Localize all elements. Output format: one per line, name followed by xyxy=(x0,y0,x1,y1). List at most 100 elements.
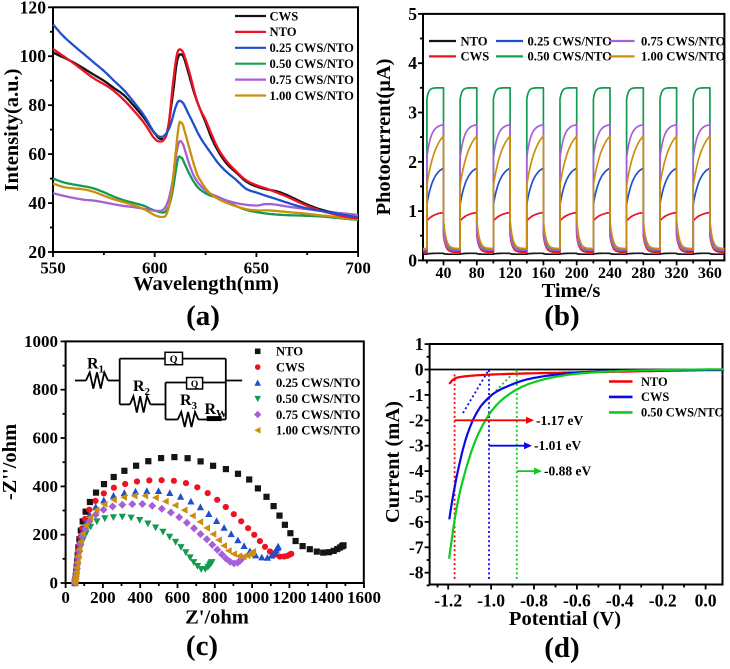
svg-text:200: 200 xyxy=(565,265,589,282)
svg-text:0: 0 xyxy=(415,360,424,380)
svg-text:800: 800 xyxy=(202,588,228,607)
svg-text:-2: -2 xyxy=(409,410,424,430)
svg-text:R: R xyxy=(87,356,99,373)
svg-text:Time/s: Time/s xyxy=(542,280,601,302)
svg-text:80: 80 xyxy=(28,95,46,115)
svg-text:-8: -8 xyxy=(409,563,424,583)
svg-text:0.50 CWS/NTO: 0.50 CWS/NTO xyxy=(276,392,361,406)
svg-text:0.25 CWS/NTO: 0.25 CWS/NTO xyxy=(276,376,361,390)
svg-text:550: 550 xyxy=(40,259,66,278)
svg-text:0.25 CWS/NTO: 0.25 CWS/NTO xyxy=(528,34,613,48)
svg-text:CWS: CWS xyxy=(461,50,490,64)
svg-text:-4: -4 xyxy=(409,461,424,481)
svg-text:120: 120 xyxy=(498,265,522,282)
svg-text:-0.6: -0.6 xyxy=(563,591,591,611)
svg-text:700: 700 xyxy=(345,259,371,278)
svg-text:120: 120 xyxy=(20,0,47,17)
svg-text:R: R xyxy=(180,392,192,409)
svg-text:0: 0 xyxy=(61,588,70,607)
svg-text:Wavelength(nm): Wavelength(nm) xyxy=(133,273,279,295)
svg-text:3: 3 xyxy=(192,400,198,412)
svg-text:3: 3 xyxy=(408,103,417,123)
svg-text:Q: Q xyxy=(170,354,178,365)
svg-text:(c): (c) xyxy=(186,630,218,662)
svg-text:1: 1 xyxy=(99,364,105,376)
svg-text:0: 0 xyxy=(408,250,417,270)
svg-text:2: 2 xyxy=(145,386,151,398)
svg-text:320: 320 xyxy=(665,265,689,282)
svg-text:60: 60 xyxy=(28,144,46,164)
svg-text:40: 40 xyxy=(28,193,46,213)
svg-text:0.50 CWS/NTO: 0.50 CWS/NTO xyxy=(641,406,724,420)
svg-text:0.0: 0.0 xyxy=(695,591,717,611)
svg-text:600: 600 xyxy=(165,588,191,607)
svg-text:1.00 CWS/NTO: 1.00 CWS/NTO xyxy=(641,50,726,64)
svg-text:(a): (a) xyxy=(186,300,220,332)
svg-text:0.50 CWS/NTO: 0.50 CWS/NTO xyxy=(270,57,355,71)
svg-text:NTO: NTO xyxy=(270,25,297,39)
svg-text:Intensity(a.u.): Intensity(a.u.) xyxy=(1,68,23,191)
svg-text:1000: 1000 xyxy=(24,332,58,351)
svg-text:NTO: NTO xyxy=(461,34,488,48)
svg-text:1: 1 xyxy=(415,334,424,354)
svg-text:CWS: CWS xyxy=(270,9,299,23)
svg-text:-0.2: -0.2 xyxy=(649,591,677,611)
svg-text:200: 200 xyxy=(90,588,116,607)
svg-text:1: 1 xyxy=(408,201,417,221)
svg-text:-5: -5 xyxy=(409,487,424,507)
svg-text:Current (mA): Current (mA) xyxy=(382,401,404,523)
svg-text:1000: 1000 xyxy=(235,588,269,607)
svg-text:-0.8: -0.8 xyxy=(520,591,548,611)
svg-text:W: W xyxy=(216,408,227,420)
svg-text:240: 240 xyxy=(598,265,622,282)
svg-text:-0.88 eV: -0.88 eV xyxy=(544,464,591,479)
svg-text:0.75 CWS/NTO: 0.75 CWS/NTO xyxy=(276,408,361,422)
svg-text:-0.4: -0.4 xyxy=(606,591,634,611)
svg-text:-1.17 eV: -1.17 eV xyxy=(536,413,583,428)
svg-text:4: 4 xyxy=(408,53,417,73)
svg-text:NTO: NTO xyxy=(276,345,303,359)
svg-text:400: 400 xyxy=(127,588,153,607)
svg-text:CWS: CWS xyxy=(276,360,305,374)
svg-text:40: 40 xyxy=(436,265,452,282)
svg-text:200: 200 xyxy=(33,525,59,544)
svg-text:0.75 CWS/NTO: 0.75 CWS/NTO xyxy=(270,73,355,87)
svg-text:Z'/ohm: Z'/ohm xyxy=(185,607,249,629)
svg-text:1.00 CWS/NTO: 1.00 CWS/NTO xyxy=(276,424,361,438)
svg-text:600: 600 xyxy=(142,259,168,278)
svg-text:Potential (V): Potential (V) xyxy=(509,608,621,630)
svg-text:650: 650 xyxy=(244,259,270,278)
svg-text:R: R xyxy=(205,401,217,418)
svg-text:-1.0: -1.0 xyxy=(477,591,505,611)
svg-text:400: 400 xyxy=(33,477,59,496)
svg-text:1600: 1600 xyxy=(347,588,381,607)
svg-text:NTO: NTO xyxy=(641,375,668,389)
svg-text:5: 5 xyxy=(408,4,417,24)
svg-text:800: 800 xyxy=(33,380,59,399)
svg-text:(d): (d) xyxy=(544,632,579,664)
svg-text:-1.01 eV: -1.01 eV xyxy=(534,438,581,453)
svg-text:2: 2 xyxy=(408,152,417,172)
svg-text:160: 160 xyxy=(531,265,555,282)
svg-text:600: 600 xyxy=(33,429,59,448)
svg-text:Q: Q xyxy=(191,380,198,390)
svg-text:100: 100 xyxy=(20,46,47,66)
svg-text:20: 20 xyxy=(28,242,46,262)
svg-text:-1: -1 xyxy=(409,385,424,405)
svg-text:(b): (b) xyxy=(544,300,579,332)
svg-text:R: R xyxy=(133,378,145,395)
svg-text:80: 80 xyxy=(469,265,485,282)
svg-text:Photocurrent(μA): Photocurrent(μA) xyxy=(373,59,395,216)
svg-text:0.50 CWS/NTO: 0.50 CWS/NTO xyxy=(528,50,613,64)
svg-text:360: 360 xyxy=(698,265,722,282)
svg-text:1.00 CWS/NTO: 1.00 CWS/NTO xyxy=(270,89,355,103)
svg-text:-6: -6 xyxy=(409,512,424,532)
svg-text:0.75 CWS/NTO: 0.75 CWS/NTO xyxy=(641,34,726,48)
svg-text:CWS: CWS xyxy=(641,390,669,404)
svg-text:0.25 CWS/NTO: 0.25 CWS/NTO xyxy=(270,41,355,55)
svg-text:1400: 1400 xyxy=(310,588,344,607)
svg-text:-1.2: -1.2 xyxy=(434,591,462,611)
svg-text:1200: 1200 xyxy=(272,588,306,607)
svg-text:0: 0 xyxy=(50,574,59,593)
svg-text:-Z''/ohm: -Z''/ohm xyxy=(0,424,21,500)
